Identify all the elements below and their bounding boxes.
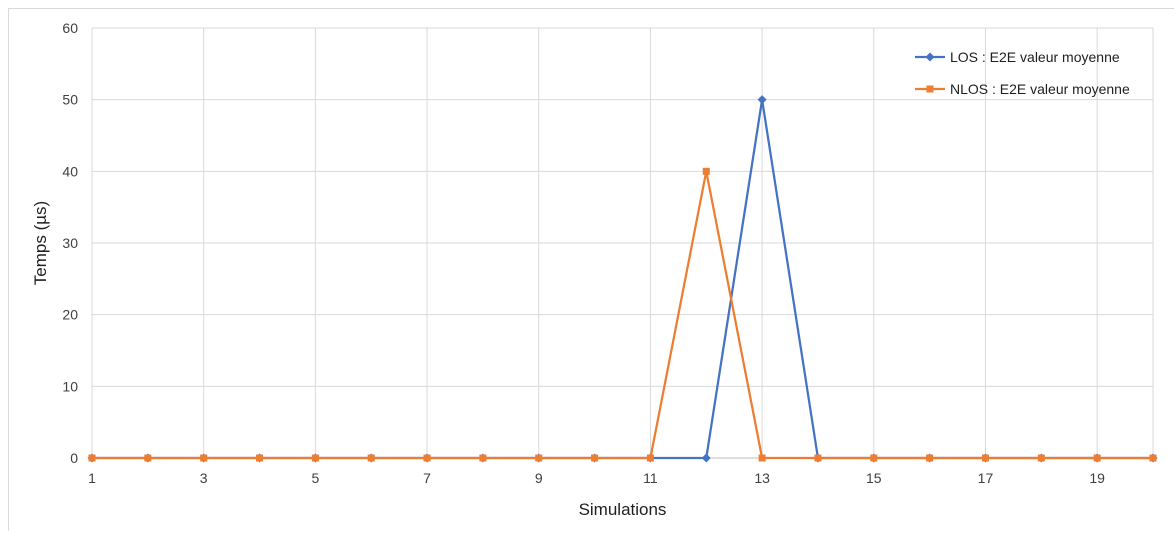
x-tick-label: 13	[754, 470, 770, 486]
x-axis-title: Simulations	[579, 500, 667, 519]
y-tick-label: 50	[62, 92, 78, 108]
data-point	[144, 454, 152, 462]
data-point	[701, 453, 711, 463]
data-point	[535, 454, 543, 462]
data-point	[1037, 454, 1045, 462]
data-point	[1149, 454, 1157, 462]
series-nlos	[88, 167, 1157, 462]
legend-label: NLOS : E2E valeur moyenne	[950, 81, 1130, 97]
data-point	[367, 454, 375, 462]
data-point	[702, 167, 710, 175]
x-tick-label: 5	[311, 470, 319, 486]
x-tick-label: 1	[88, 470, 96, 486]
legend-label: LOS : E2E valeur moyenne	[950, 49, 1120, 65]
data-point	[926, 454, 934, 462]
data-point	[200, 454, 208, 462]
data-point	[88, 454, 96, 462]
data-point	[256, 454, 264, 462]
data-point	[591, 454, 599, 462]
data-point	[1093, 454, 1101, 462]
y-axis-ticks: 0 10 20 30 40 50 60	[62, 20, 78, 466]
y-tick-label: 40	[62, 163, 78, 179]
legend-item: LOS : E2E valeur moyenne	[915, 49, 1120, 65]
data-point	[758, 454, 766, 462]
y-tick-label: 0	[70, 450, 78, 466]
legend-marker	[925, 52, 935, 62]
legend: LOS : E2E valeur moyenne NLOS : E2E valeu…	[915, 49, 1130, 97]
y-tick-label: 10	[62, 378, 78, 394]
legend-item: NLOS : E2E valeur moyenne	[915, 81, 1130, 97]
x-axis-ticks: 1 3 5 7 9 11 13 15 17 19	[88, 470, 1105, 486]
data-point	[757, 95, 767, 105]
data-point	[479, 454, 487, 462]
data-point	[646, 454, 654, 462]
x-tick-label: 19	[1089, 470, 1105, 486]
series-line	[92, 98, 1153, 460]
data-point	[814, 454, 822, 462]
data-point	[311, 454, 319, 462]
x-tick-label: 15	[866, 470, 882, 486]
x-tick-label: 11	[643, 470, 658, 486]
series-layer	[87, 95, 1158, 463]
data-point	[981, 454, 989, 462]
data-point	[423, 454, 431, 462]
series-los	[87, 95, 1158, 463]
x-tick-label: 17	[978, 470, 994, 486]
y-axis-title: Temps (µs)	[31, 201, 50, 285]
x-tick-label: 7	[423, 470, 431, 486]
x-tick-label: 9	[535, 470, 543, 486]
gridlines	[91, 27, 1154, 458]
y-tick-label: 60	[62, 20, 78, 36]
legend-marker	[926, 85, 934, 93]
chart-frame	[8, 8, 1174, 531]
x-tick-label: 3	[200, 470, 208, 486]
data-point	[870, 454, 878, 462]
y-tick-label: 30	[62, 235, 78, 251]
y-tick-label: 20	[62, 307, 78, 323]
series-line	[92, 170, 1153, 460]
